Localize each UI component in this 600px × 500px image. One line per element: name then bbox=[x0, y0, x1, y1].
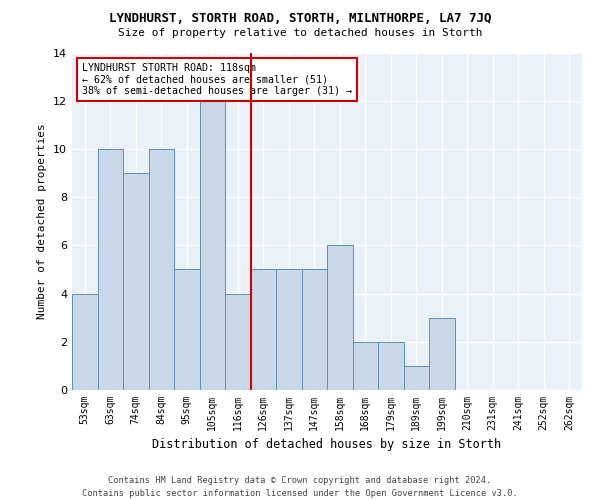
Text: LYNDHURST STORTH ROAD: 118sqm
← 62% of detached houses are smaller (51)
38% of s: LYNDHURST STORTH ROAD: 118sqm ← 62% of d… bbox=[82, 62, 352, 96]
Bar bbox=[302, 270, 327, 390]
Text: LYNDHURST, STORTH ROAD, STORTH, MILNTHORPE, LA7 7JQ: LYNDHURST, STORTH ROAD, STORTH, MILNTHOR… bbox=[109, 12, 491, 26]
Text: Contains HM Land Registry data © Crown copyright and database right 2024.
Contai: Contains HM Land Registry data © Crown c… bbox=[82, 476, 518, 498]
Text: Size of property relative to detached houses in Storth: Size of property relative to detached ho… bbox=[118, 28, 482, 38]
Bar bbox=[72, 294, 97, 390]
Bar bbox=[429, 318, 455, 390]
Bar bbox=[97, 149, 123, 390]
Y-axis label: Number of detached properties: Number of detached properties bbox=[37, 124, 47, 319]
Bar bbox=[353, 342, 378, 390]
X-axis label: Distribution of detached houses by size in Storth: Distribution of detached houses by size … bbox=[152, 438, 502, 452]
Bar bbox=[199, 100, 225, 390]
Bar bbox=[123, 173, 149, 390]
Bar bbox=[225, 294, 251, 390]
Bar bbox=[251, 270, 276, 390]
Bar bbox=[174, 270, 199, 390]
Bar bbox=[404, 366, 429, 390]
Bar bbox=[327, 246, 353, 390]
Bar bbox=[378, 342, 404, 390]
Bar bbox=[276, 270, 302, 390]
Bar bbox=[149, 149, 174, 390]
